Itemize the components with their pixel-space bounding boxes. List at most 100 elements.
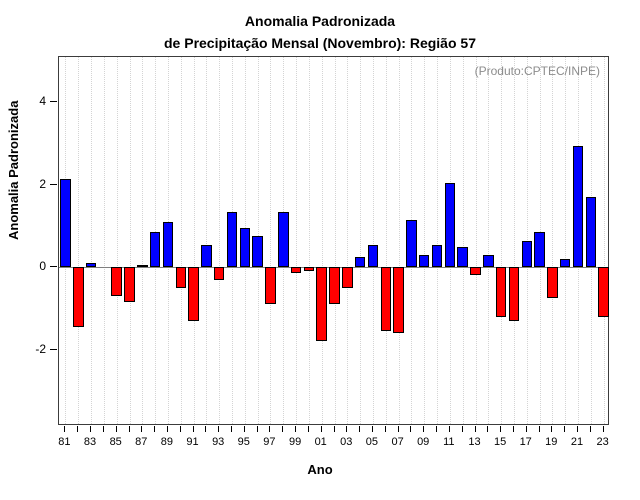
bar-87 xyxy=(137,265,148,268)
gridline xyxy=(78,57,80,424)
x-tick-label: 99 xyxy=(288,436,302,448)
x-tick-label: 95 xyxy=(237,436,250,448)
bar-81 xyxy=(60,178,71,268)
y-tick-label: -2 xyxy=(35,341,46,356)
x-tick-mark xyxy=(512,426,514,432)
gridline xyxy=(180,57,182,424)
chart-title-line2: de Precipitação Mensal (Novembro): Regiã… xyxy=(164,35,476,51)
bar-88 xyxy=(149,232,161,268)
x-tick-mark xyxy=(166,426,168,432)
x-tick-mark xyxy=(384,426,386,432)
x-tick-mark xyxy=(77,426,79,432)
x-tick-mark xyxy=(231,426,232,432)
y-tick-mark xyxy=(50,266,57,268)
x-tick-mark xyxy=(205,426,207,432)
bar-08 xyxy=(406,219,417,268)
gridline xyxy=(334,57,336,424)
bar-21 xyxy=(572,145,584,268)
bar-96 xyxy=(252,236,263,268)
x-tick-mark xyxy=(538,426,540,432)
x-tick-label: 19 xyxy=(545,436,558,448)
gridline xyxy=(91,57,92,424)
bar-90 xyxy=(175,267,186,288)
chart-title: Anomalia Padronizada de Precipitação Men… xyxy=(0,10,640,54)
y-tick-label: 4 xyxy=(39,94,46,109)
x-tick-mark xyxy=(179,426,181,432)
bar-91 xyxy=(188,267,199,321)
x-tick-mark xyxy=(154,426,156,432)
x-tick-label: 89 xyxy=(160,436,174,448)
gridline xyxy=(437,57,438,424)
x-tick-label: 15 xyxy=(493,436,507,448)
gridline xyxy=(424,57,426,424)
x-tick-label: 93 xyxy=(212,436,225,448)
gridline xyxy=(116,57,118,424)
gridline xyxy=(142,57,144,424)
gridline xyxy=(462,57,464,424)
x-tick-label: 91 xyxy=(186,436,199,448)
x-tick-label: 17 xyxy=(519,436,532,448)
gridline xyxy=(603,57,605,424)
x-tick-mark xyxy=(90,426,91,432)
bar-98 xyxy=(278,211,289,268)
x-tick-mark xyxy=(256,426,258,432)
bar-92 xyxy=(201,244,212,268)
x-axis-label: Ano xyxy=(307,462,333,477)
gridline xyxy=(501,57,503,424)
gridline xyxy=(347,57,349,424)
x-tick-mark xyxy=(474,426,476,432)
bar-14 xyxy=(483,254,494,268)
bar-13 xyxy=(470,267,481,276)
bar-99 xyxy=(290,267,302,274)
gridline xyxy=(219,57,221,424)
bar-97 xyxy=(265,267,276,305)
gridline xyxy=(103,57,105,424)
x-tick-mark xyxy=(436,426,437,432)
x-tick-label: 13 xyxy=(468,436,481,448)
chart-title-line1: Anomalia Padronizada xyxy=(244,13,396,29)
x-tick-mark xyxy=(461,426,463,432)
gridline xyxy=(321,57,323,424)
x-tick-label: 01 xyxy=(314,436,327,448)
x-tick-mark xyxy=(487,426,489,432)
y-axis-label: Anomalia Padronizada xyxy=(6,100,21,240)
gridline xyxy=(270,57,272,424)
x-tick-mark xyxy=(589,426,591,432)
bar-04 xyxy=(354,257,366,268)
x-tick-mark xyxy=(192,426,194,432)
gridline xyxy=(513,57,515,424)
x-tick-mark xyxy=(602,426,604,432)
x-tick-mark xyxy=(320,426,322,432)
bar-83 xyxy=(85,263,97,268)
x-tick-mark xyxy=(551,426,553,432)
x-tick-label: 83 xyxy=(83,436,97,448)
gridline xyxy=(475,57,477,424)
x-tick-mark xyxy=(307,426,309,432)
x-tick-mark xyxy=(282,426,284,432)
bar-11 xyxy=(444,182,456,268)
gridline xyxy=(552,57,554,424)
x-tick-mark xyxy=(448,426,450,432)
bar-15 xyxy=(495,267,507,317)
x-tick-label: 21 xyxy=(570,436,584,448)
x-tick-mark xyxy=(500,426,502,432)
bar-02 xyxy=(329,267,340,305)
gridline xyxy=(372,57,374,424)
x-tick-label: 85 xyxy=(109,436,122,448)
bar-82 xyxy=(73,267,84,328)
x-tick-mark xyxy=(359,426,361,432)
x-tick-label: 07 xyxy=(391,436,404,448)
bar-09 xyxy=(418,254,430,268)
gridline xyxy=(360,57,362,424)
bar-01 xyxy=(316,267,327,342)
x-tick-mark xyxy=(243,426,245,432)
x-tick-mark xyxy=(371,426,373,432)
bar-20 xyxy=(559,259,571,268)
gridline xyxy=(296,57,298,424)
bar-95 xyxy=(239,228,250,268)
plot-area: (Produto:CPTEC/INPE) xyxy=(58,56,609,425)
x-tick-mark xyxy=(295,426,297,432)
bar-07 xyxy=(393,267,404,334)
gridline xyxy=(398,57,400,424)
bar-93 xyxy=(213,267,225,280)
